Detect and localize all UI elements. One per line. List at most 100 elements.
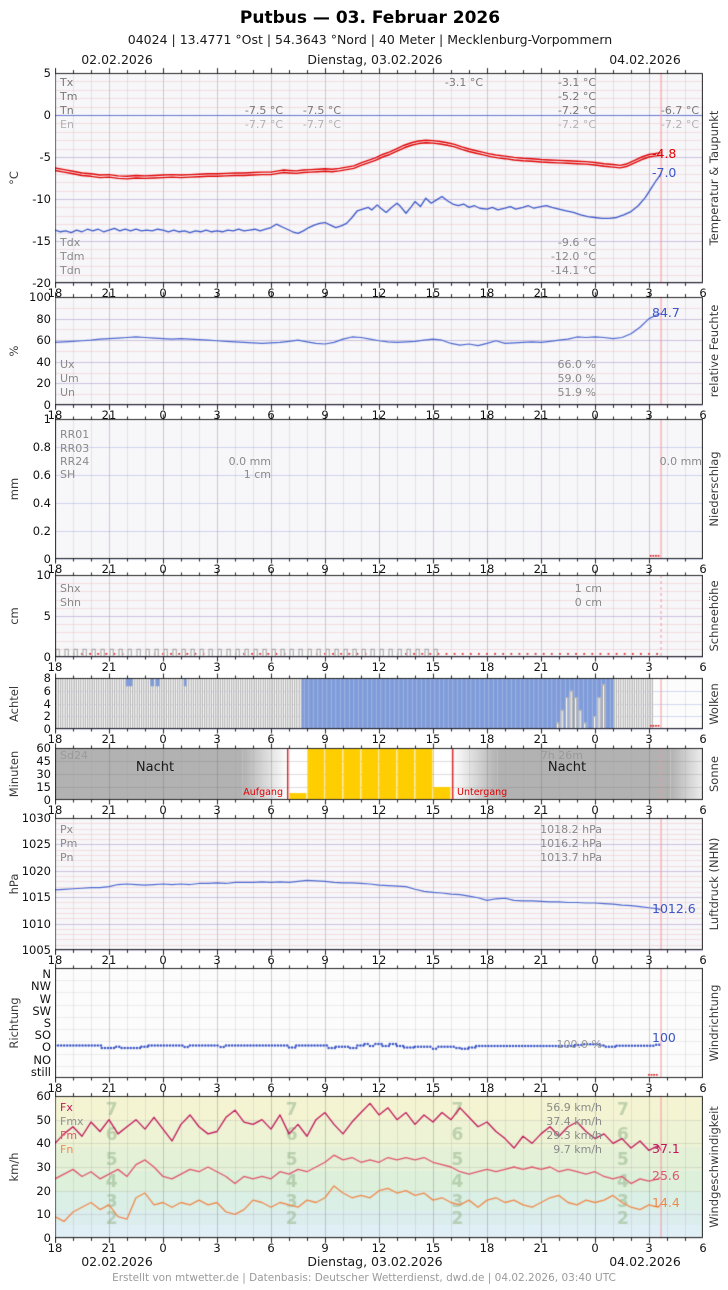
sun-ytick: 60 bbox=[36, 741, 51, 755]
pressure-right-label: Luftdruck (NHN) bbox=[707, 837, 721, 931]
precipitation-annotation: SH bbox=[60, 468, 76, 481]
humidity-ytick: 60 bbox=[36, 333, 51, 348]
pressure-ytick: 1010 bbox=[21, 916, 51, 931]
temperature-annotation: -7.2 °C bbox=[557, 104, 596, 117]
wind_direction-hour-label: 12 bbox=[371, 1081, 387, 1095]
wind_speed-current-value: 25.6 bbox=[652, 1168, 680, 1184]
temperature-current-value: -7.0 bbox=[652, 164, 677, 180]
pressure-ytick: 1005 bbox=[21, 943, 51, 957]
temperature-annotation: -3.1 °C bbox=[557, 76, 596, 89]
temperature-hour-label: 18 bbox=[479, 286, 495, 300]
clouds-hour-label: 21 bbox=[533, 732, 549, 746]
pressure-annotation: Pn bbox=[60, 851, 74, 864]
sun-hour-label: 3 bbox=[213, 803, 221, 817]
pressure-annotation: 1018.2 hPa bbox=[540, 823, 602, 836]
wind_direction-hour-label: 15 bbox=[425, 1081, 441, 1095]
pressure-hour-label: 15 bbox=[425, 953, 441, 967]
temperature-annotation: -3.1 °C bbox=[444, 76, 483, 89]
precipitation-hour-label: 0 bbox=[159, 562, 167, 576]
temperature-ytick: -20 bbox=[32, 276, 51, 290]
wind_speed-annotation: Fx bbox=[60, 1101, 73, 1114]
precipitation-hour-label: 12 bbox=[371, 562, 387, 576]
pressure-hour-label: 3 bbox=[645, 953, 653, 967]
sun-hour-label: 9 bbox=[321, 803, 329, 817]
sun-hour-label: 15 bbox=[425, 803, 441, 817]
wind_speed-hour-label: 6 bbox=[699, 1241, 707, 1255]
precipitation-hour-label: 0 bbox=[591, 562, 599, 576]
humidity-annotation: 66.0 % bbox=[557, 358, 596, 371]
wind_speed-annotation: 29.3 km/h bbox=[546, 1129, 602, 1142]
sun-hour-label: 18 bbox=[479, 803, 495, 817]
pressure-annotation: 1016.2 hPa bbox=[540, 837, 602, 850]
snow-hour-label: 3 bbox=[213, 660, 221, 674]
temperature-annotation: -7.7 °C bbox=[302, 118, 341, 131]
temperature-hour-label: 3 bbox=[213, 286, 221, 300]
snow-hour-label: 12 bbox=[371, 660, 387, 674]
temperature-ytick: -5 bbox=[39, 150, 51, 164]
pressure-ylabel: hPa bbox=[7, 873, 21, 895]
clouds-hour-label: 21 bbox=[101, 732, 117, 746]
sun-annotation: Nacht bbox=[135, 760, 175, 775]
precipitation-annotation: 0.0 mm bbox=[228, 455, 271, 468]
precipitation-ytick: 0.2 bbox=[32, 524, 51, 538]
wind_speed-hour-label: 9 bbox=[321, 1241, 329, 1255]
pressure-hour-label: 3 bbox=[213, 953, 221, 967]
pressure-hour-label: 18 bbox=[479, 953, 495, 967]
sun-ytick: 45 bbox=[36, 754, 51, 768]
humidity-ytick: 20 bbox=[36, 376, 51, 391]
humidity-right-label: relative Feuchte bbox=[707, 304, 721, 398]
wind_speed-right-label: Windgeschwindigkeit bbox=[707, 1106, 721, 1228]
wind_direction-ytick: N bbox=[42, 967, 51, 982]
temperature-hour-label: 0 bbox=[159, 286, 167, 300]
panel-pressure: Px Pm Pn 1018.2 hPa 1016.2 hPa 1013.7 hPa bbox=[55, 812, 703, 956]
humidity-ytick: 0 bbox=[43, 398, 51, 412]
snow-annotation: 0 cm bbox=[574, 596, 602, 609]
temperature-hour-label: 18 bbox=[47, 286, 63, 300]
temperature-annotation: -6.7 °C bbox=[660, 104, 699, 117]
snow-right-label: Schneehöhe bbox=[707, 580, 721, 652]
date-left-top: 02.02.2026 bbox=[81, 52, 153, 67]
wind_speed-hour-label: 0 bbox=[159, 1241, 167, 1255]
pressure-annotation: Px bbox=[60, 823, 74, 836]
precipitation-annotation: 1 cm bbox=[243, 468, 271, 481]
precipitation-hour-label: 18 bbox=[47, 562, 63, 576]
humidity-ytick: 40 bbox=[36, 354, 51, 369]
precipitation-hour-label: 3 bbox=[213, 562, 221, 576]
pressure-ytick: 1030 bbox=[21, 811, 51, 825]
panel-humidity: Ux Um Un 66.0 % 59.0 % 51.9 % bbox=[55, 291, 703, 411]
wind_direction-hour-label: 18 bbox=[479, 1081, 495, 1095]
clouds-hour-label: 18 bbox=[479, 732, 495, 746]
snow-annotation: Shx bbox=[60, 582, 81, 595]
snow-hour-label: 6 bbox=[699, 660, 707, 674]
wind_speed-hour-label: 6 bbox=[267, 1241, 275, 1255]
pressure-ytick: 1025 bbox=[21, 837, 51, 852]
wind_speed-ylabel: km/h bbox=[7, 1152, 21, 1182]
pressure-hour-label: 6 bbox=[267, 953, 275, 967]
snow-ytick: 5 bbox=[43, 609, 51, 623]
sun-annotation: Sd24 bbox=[60, 749, 88, 762]
clouds-chart-canvas bbox=[55, 672, 703, 735]
wind_direction-current-value: 100 bbox=[652, 1030, 676, 1045]
wind_speed-annotation: Fm bbox=[60, 1129, 78, 1142]
wind_direction-hour-label: 6 bbox=[267, 1081, 275, 1095]
temperature-annotation: Tm bbox=[60, 90, 78, 103]
wind_speed-hour-label: 15 bbox=[425, 1241, 441, 1255]
humidity-hour-label: 21 bbox=[101, 408, 117, 422]
sun-right-label: Sonne bbox=[707, 756, 721, 792]
temperature-annotation: -7.7 °C bbox=[244, 118, 283, 131]
snow-hour-label: 9 bbox=[321, 660, 329, 674]
humidity-annotation: Um bbox=[60, 372, 79, 385]
wind_speed-annotation: 56.9 km/h bbox=[546, 1101, 602, 1114]
panel-wind_speed: Fx Fmx Fm Fn 56.9 km/h 37.4 km/h 29.3 km/h 9.7 … bbox=[55, 1090, 703, 1244]
temperature-annotation: En bbox=[60, 118, 74, 131]
sun-hour-label: 6 bbox=[267, 803, 275, 817]
precipitation-chart-canvas bbox=[55, 413, 703, 565]
wind_speed-current-value: 37.1 bbox=[652, 1141, 680, 1157]
sun-annotation: Untergang bbox=[457, 787, 508, 798]
precipitation-right-label: Niederschlag bbox=[707, 451, 721, 527]
station-subtitle: 04024 | 13.4771 °Ost | 54.3643 °Nord | 4… bbox=[127, 32, 613, 47]
precipitation-hour-label: 9 bbox=[321, 562, 329, 576]
clouds-hour-label: 18 bbox=[47, 732, 63, 746]
wind_speed-hour-label: 21 bbox=[101, 1241, 117, 1255]
